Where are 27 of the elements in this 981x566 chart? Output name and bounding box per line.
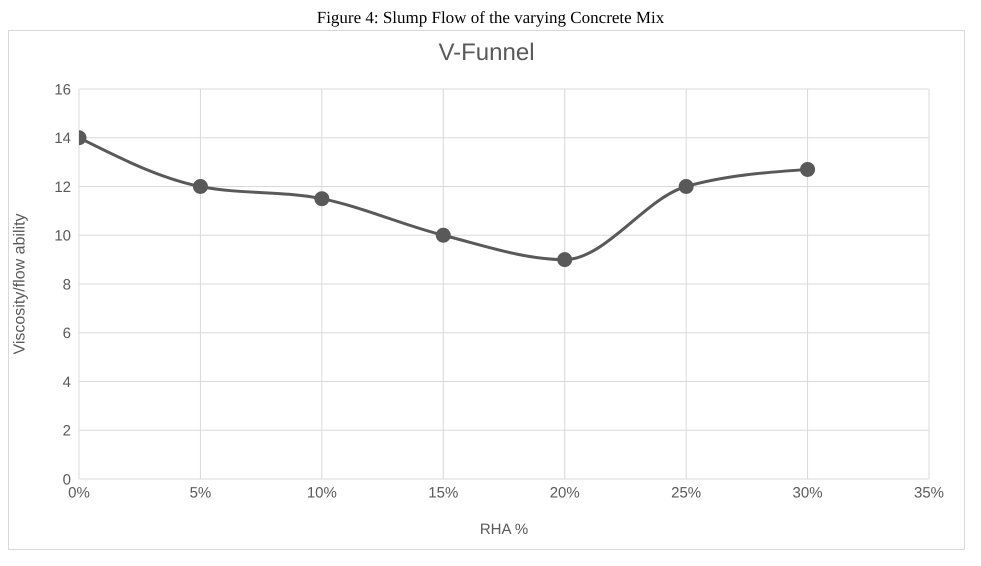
y-tick-label: 8 bbox=[62, 276, 71, 294]
x-axis-title: RHA % bbox=[480, 521, 528, 538]
y-tick-label: 2 bbox=[62, 422, 71, 440]
x-tick-label: 20% bbox=[550, 484, 580, 502]
x-tick-label: 0% bbox=[68, 484, 90, 502]
y-tick-label: 6 bbox=[62, 325, 71, 342]
point bbox=[192, 179, 208, 194]
y-tick-label: 4 bbox=[62, 374, 71, 391]
point bbox=[314, 191, 330, 206]
caption: Figure 4: Slump Flow of the varying Concrete Mix bbox=[316, 8, 666, 29]
x-tick-label: 30% bbox=[792, 484, 823, 502]
x-tick-label: 25% bbox=[671, 484, 702, 502]
y-tick-label: 0 bbox=[62, 471, 71, 488]
x-tick-label: 15% bbox=[428, 484, 458, 502]
point bbox=[678, 179, 694, 194]
x-tick-label: 10% bbox=[306, 484, 337, 502]
x-tick-label: 5% bbox=[190, 484, 212, 502]
chart-title: V-Funnel bbox=[437, 39, 536, 68]
y-tick-label: 14 bbox=[54, 130, 71, 148]
y-tick-label: 12 bbox=[54, 178, 71, 196]
point bbox=[436, 228, 451, 243]
point bbox=[800, 162, 816, 177]
y-tick-label: 16 bbox=[54, 81, 71, 98]
y-tick-label: 10 bbox=[54, 228, 71, 245]
point bbox=[557, 252, 572, 268]
x-tick-label: 35% bbox=[914, 484, 944, 502]
y-axis-title: Viscosity/flow ability bbox=[12, 213, 29, 355]
